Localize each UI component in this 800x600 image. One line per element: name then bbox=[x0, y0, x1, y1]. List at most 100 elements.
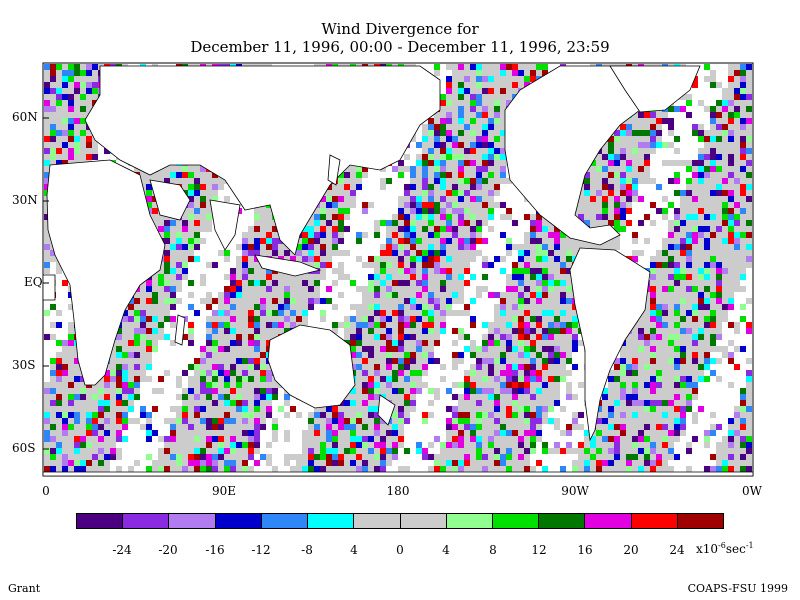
divergence-cell bbox=[620, 346, 626, 352]
divergence-cell bbox=[548, 316, 554, 322]
divergence-cell bbox=[710, 238, 716, 244]
divergence-cell bbox=[458, 292, 464, 298]
divergence-cell bbox=[440, 214, 446, 220]
divergence-cell bbox=[566, 328, 572, 334]
divergence-cell bbox=[740, 124, 746, 130]
divergence-cell bbox=[464, 184, 470, 190]
divergence-cell bbox=[440, 106, 446, 112]
divergence-cell bbox=[554, 370, 560, 376]
divergence-cell bbox=[410, 268, 416, 274]
divergence-cell bbox=[560, 250, 566, 256]
divergence-cell bbox=[404, 352, 410, 358]
divergence-cell bbox=[536, 286, 542, 292]
divergence-cell bbox=[230, 274, 236, 280]
divergence-cell bbox=[464, 88, 470, 94]
divergence-cell bbox=[74, 382, 80, 388]
divergence-cell bbox=[248, 340, 254, 346]
divergence-cell bbox=[416, 346, 422, 352]
divergence-cell bbox=[524, 238, 530, 244]
divergence-cell bbox=[344, 172, 350, 178]
divergence-cell bbox=[716, 106, 722, 112]
divergence-cell bbox=[710, 262, 716, 268]
divergence-cell bbox=[536, 274, 542, 280]
divergence-cell bbox=[638, 364, 644, 370]
divergence-cell bbox=[644, 376, 650, 382]
divergence-cell bbox=[704, 160, 710, 166]
divergence-cell bbox=[668, 334, 674, 340]
divergence-cell bbox=[278, 274, 284, 280]
divergence-cell bbox=[614, 388, 620, 394]
divergence-cell bbox=[398, 244, 404, 250]
divergence-cell bbox=[116, 340, 122, 346]
divergence-cell bbox=[500, 136, 506, 142]
divergence-cell bbox=[434, 358, 440, 364]
divergence-cell bbox=[602, 166, 608, 172]
divergence-cell bbox=[698, 376, 704, 382]
divergence-cell bbox=[440, 274, 446, 280]
divergence-cell bbox=[662, 298, 668, 304]
divergence-cell bbox=[554, 376, 560, 382]
divergence-cell bbox=[362, 334, 368, 340]
divergence-cell bbox=[626, 178, 632, 184]
divergence-cell bbox=[626, 148, 632, 154]
divergence-cell bbox=[554, 328, 560, 334]
divergence-cell bbox=[224, 286, 230, 292]
divergence-cell bbox=[458, 124, 464, 130]
divergence-cell bbox=[722, 244, 728, 250]
divergence-cell bbox=[284, 274, 290, 280]
divergence-cell bbox=[452, 76, 458, 82]
divergence-cell bbox=[488, 370, 494, 376]
divergence-cell bbox=[488, 130, 494, 136]
divergence-cell bbox=[704, 328, 710, 334]
divergence-cell bbox=[80, 130, 86, 136]
divergence-cell bbox=[716, 172, 722, 178]
divergence-cell bbox=[410, 262, 416, 268]
divergence-cell bbox=[362, 346, 368, 352]
divergence-cell bbox=[554, 268, 560, 274]
divergence-cell bbox=[254, 382, 260, 388]
divergence-cell bbox=[392, 280, 398, 286]
divergence-cell bbox=[698, 358, 704, 364]
divergence-cell bbox=[632, 112, 638, 118]
divergence-cell bbox=[158, 220, 164, 226]
divergence-cell bbox=[728, 70, 734, 76]
divergence-cell bbox=[698, 346, 704, 352]
divergence-cell bbox=[500, 94, 506, 100]
divergence-cell bbox=[242, 352, 248, 358]
divergence-cell bbox=[56, 130, 62, 136]
divergence-cell bbox=[422, 238, 428, 244]
divergence-cell bbox=[740, 208, 746, 214]
divergence-cell bbox=[572, 322, 578, 328]
divergence-cell bbox=[194, 202, 200, 208]
divergence-cell bbox=[164, 172, 170, 178]
divergence-cell bbox=[464, 148, 470, 154]
divergence-cell bbox=[740, 202, 746, 208]
divergence-cell bbox=[566, 322, 572, 328]
divergence-cell bbox=[464, 178, 470, 184]
divergence-cell bbox=[62, 130, 68, 136]
divergence-cell bbox=[656, 208, 662, 214]
divergence-cell bbox=[446, 184, 452, 190]
divergence-cell bbox=[392, 220, 398, 226]
divergence-cell bbox=[428, 178, 434, 184]
divergence-cell bbox=[464, 64, 470, 70]
divergence-cell bbox=[458, 310, 464, 316]
divergence-cell bbox=[68, 124, 74, 130]
divergence-cell bbox=[644, 214, 650, 220]
divergence-cell bbox=[530, 340, 536, 346]
divergence-cell bbox=[518, 340, 524, 346]
divergence-cell bbox=[530, 364, 536, 370]
divergence-cell bbox=[494, 364, 500, 370]
divergence-cell bbox=[632, 172, 638, 178]
divergence-cell bbox=[728, 166, 734, 172]
divergence-cell bbox=[158, 274, 164, 280]
divergence-cell bbox=[404, 346, 410, 352]
divergence-cell bbox=[392, 304, 398, 310]
divergence-cell bbox=[656, 262, 662, 268]
divergence-cell bbox=[398, 160, 404, 166]
divergence-cell bbox=[344, 214, 350, 220]
divergence-cell bbox=[446, 118, 452, 124]
divergence-cell bbox=[524, 334, 530, 340]
divergence-cell bbox=[542, 346, 548, 352]
divergence-cell bbox=[746, 190, 752, 196]
